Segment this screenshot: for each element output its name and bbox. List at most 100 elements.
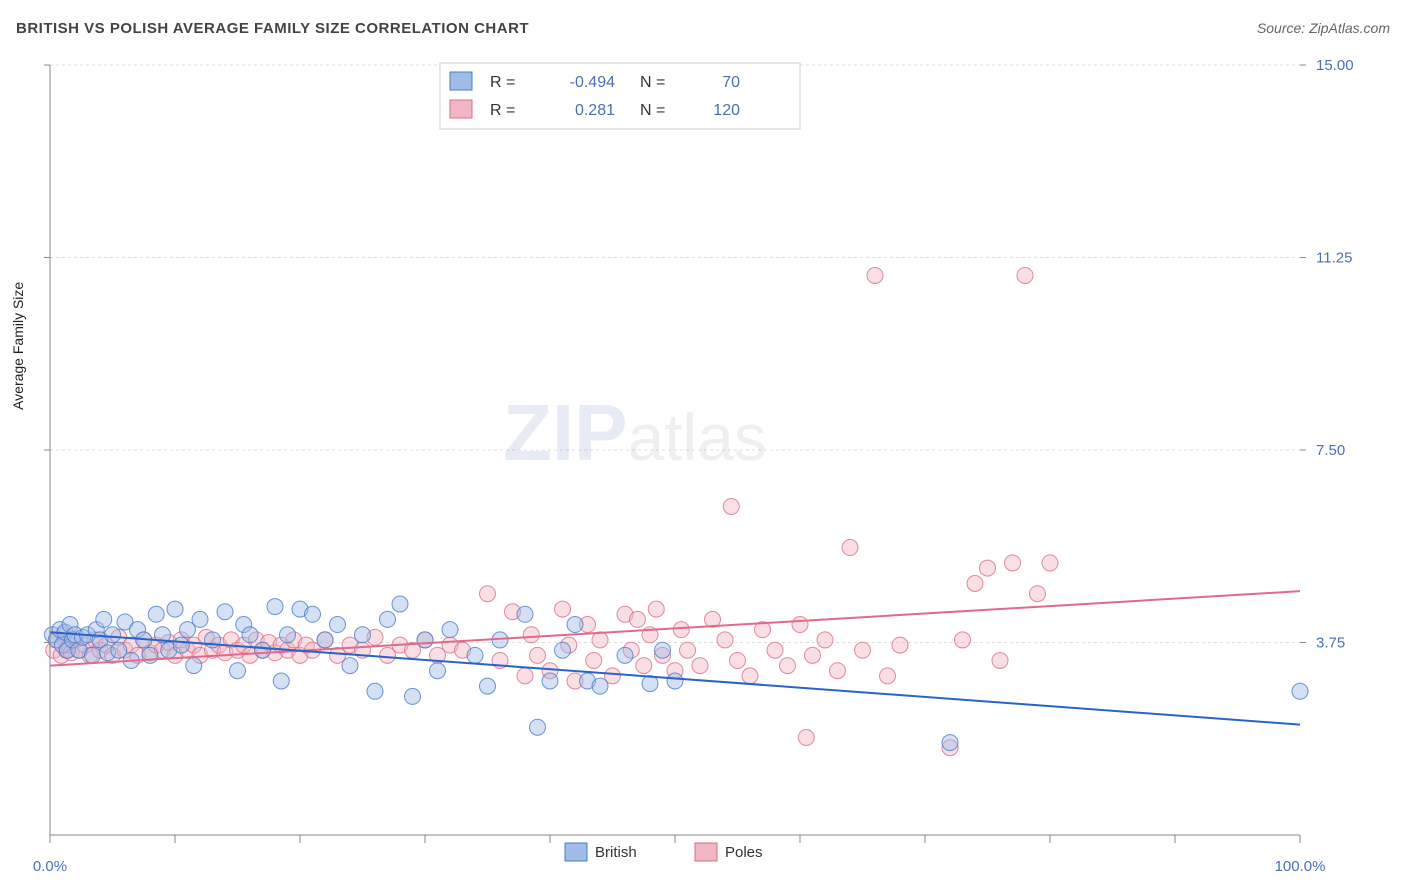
british-stats-swatch	[450, 72, 472, 90]
british-point	[105, 627, 121, 643]
poles-point	[830, 663, 846, 679]
stats-n-label: N =	[640, 74, 665, 91]
poles-point	[517, 668, 533, 684]
british-point	[667, 673, 683, 689]
poles-point	[798, 729, 814, 745]
british-point	[442, 622, 458, 638]
british-point	[430, 663, 446, 679]
y-axis-label: Average Family Size	[10, 281, 26, 409]
poles-point	[680, 642, 696, 658]
poles-point	[673, 622, 689, 638]
stats-r-value: -0.494	[570, 74, 615, 91]
british-point	[530, 719, 546, 735]
stats-r-label: R =	[490, 102, 515, 119]
chart-title: BRITISH VS POLISH AVERAGE FAMILY SIZE CO…	[16, 20, 529, 37]
y-tick-label: 7.50	[1316, 442, 1345, 459]
british-point	[1292, 683, 1308, 699]
stats-n-value: 120	[713, 102, 740, 119]
poles-point	[630, 611, 646, 627]
poles-stats-swatch	[450, 100, 472, 118]
british-point	[392, 596, 408, 612]
british-point	[85, 647, 101, 663]
y-tick-label: 3.75	[1316, 635, 1345, 652]
british-legend-label: British	[595, 844, 637, 861]
british-point	[192, 611, 208, 627]
british-point	[317, 632, 333, 648]
poles-point	[592, 632, 608, 648]
x-end-label: 100.0%	[1275, 858, 1326, 875]
poles-point	[717, 632, 733, 648]
stats-n-label: N =	[640, 102, 665, 119]
british-point	[173, 637, 189, 653]
british-point	[567, 617, 583, 633]
british-point	[186, 658, 202, 674]
british-point	[230, 663, 246, 679]
british-point	[217, 604, 233, 620]
british-point	[617, 647, 633, 663]
poles-point	[805, 647, 821, 663]
british-point	[417, 632, 433, 648]
poles-point	[767, 642, 783, 658]
poles-point	[692, 658, 708, 674]
poles-point	[980, 560, 996, 576]
british-legend-swatch	[565, 843, 587, 861]
british-series	[45, 596, 1309, 751]
british-point	[367, 683, 383, 699]
british-point	[305, 606, 321, 622]
poles-legend-swatch	[695, 843, 717, 861]
poles-point	[723, 498, 739, 514]
poles-point	[730, 652, 746, 668]
british-point	[148, 606, 164, 622]
stats-box: R = -0.494 N = 70 R = 0.281 N = 120	[440, 63, 800, 129]
y-tick-label: 11.25	[1316, 250, 1352, 267]
british-point	[542, 673, 558, 689]
british-point	[355, 627, 371, 643]
poles-point	[648, 601, 664, 617]
scatter-chart: ZIPatlas3.757.5011.2515.000.0%100.0%R =-…	[0, 55, 1406, 892]
source-attribution: Source: ZipAtlas.com	[1257, 20, 1390, 36]
british-point	[330, 617, 346, 633]
poles-point	[636, 658, 652, 674]
poles-point	[586, 652, 602, 668]
poles-point	[880, 668, 896, 684]
british-point	[555, 642, 571, 658]
poles-point	[967, 575, 983, 591]
poles-point	[1030, 586, 1046, 602]
british-point	[267, 599, 283, 615]
poles-point	[742, 668, 758, 684]
british-point	[255, 642, 271, 658]
poles-point	[530, 647, 546, 663]
british-point	[242, 627, 258, 643]
poles-point	[780, 658, 796, 674]
x-start-label: 0.0%	[33, 858, 67, 875]
poles-point	[1005, 555, 1021, 571]
stats-r-value: 0.281	[575, 102, 615, 119]
poles-point	[955, 632, 971, 648]
british-point	[480, 678, 496, 694]
poles-point	[555, 601, 571, 617]
poles-point	[867, 267, 883, 283]
british-point	[467, 647, 483, 663]
watermark: ZIPatlas	[503, 388, 767, 477]
poles-point	[480, 586, 496, 602]
british-point	[167, 601, 183, 617]
stats-r-label: R =	[490, 74, 515, 91]
poles-point	[523, 627, 539, 643]
british-point	[517, 606, 533, 622]
poles-point	[817, 632, 833, 648]
poles-point	[855, 642, 871, 658]
british-point	[380, 611, 396, 627]
british-point	[273, 673, 289, 689]
british-point	[592, 678, 608, 694]
poles-point	[992, 652, 1008, 668]
british-point	[405, 688, 421, 704]
poles-point	[1017, 267, 1033, 283]
poles-point	[842, 540, 858, 556]
poles-point	[892, 637, 908, 653]
stats-n-value: 70	[722, 74, 740, 91]
british-point	[342, 658, 358, 674]
poles-legend-label: Poles	[725, 844, 763, 861]
british-point	[96, 611, 112, 627]
british-point	[942, 735, 958, 751]
british-point	[280, 627, 296, 643]
